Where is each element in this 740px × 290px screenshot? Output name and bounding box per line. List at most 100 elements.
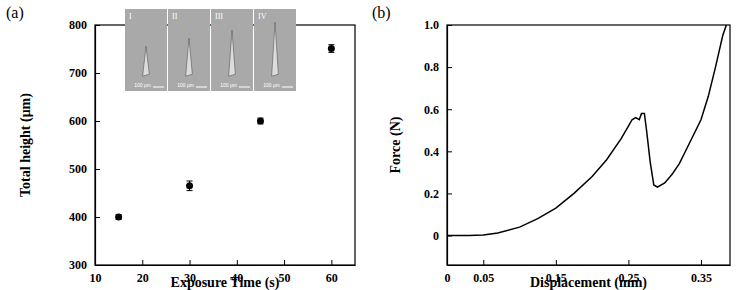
tick-mark <box>628 260 629 265</box>
tick-label: 0.05 <box>473 271 494 285</box>
y-axis-title: Total height (μm) <box>18 93 34 197</box>
tick-label: 400 <box>69 210 87 224</box>
error-bar <box>187 181 193 191</box>
error-cap <box>187 181 193 182</box>
inset-label: IV <box>258 12 267 21</box>
tick-mark <box>142 260 143 265</box>
tick: 800 <box>69 18 100 32</box>
tick-mark <box>447 193 452 194</box>
tick-label: 800 <box>69 18 87 32</box>
tick-mark <box>483 260 484 265</box>
tick-mark <box>447 67 452 68</box>
panel-title: (a) <box>6 4 24 22</box>
scale-bar-label: 100 μm <box>134 82 151 88</box>
tick-label: 0.6 <box>424 103 439 117</box>
tick-mark <box>701 260 702 265</box>
tick-label: 1.0 <box>424 18 439 32</box>
scale-bar <box>196 87 207 88</box>
x-axis-title: Displacement (mm) <box>530 275 647 290</box>
inset-specimen <box>143 46 150 76</box>
scale-bar <box>153 87 164 88</box>
inset-image: I100 μm <box>125 9 167 91</box>
inset-image: II 100 μm <box>168 9 210 91</box>
plot-area <box>447 25 726 236</box>
error-bar <box>257 118 263 124</box>
axis-line <box>448 265 731 266</box>
tick-mark <box>284 260 285 265</box>
inset-specimen <box>272 22 279 76</box>
tick-mark <box>95 265 100 266</box>
tick: 0.35 <box>691 260 712 285</box>
tick-mark <box>447 151 452 152</box>
tick-label: 0.4 <box>424 145 439 159</box>
inset-background <box>254 9 296 91</box>
tick-label: 500 <box>69 162 87 176</box>
panel: 102030405060300400500600700800I100 μmII1… <box>6 4 356 290</box>
tick: 0.4 <box>424 145 452 159</box>
tick-mark <box>331 260 332 265</box>
tick: 60 <box>326 260 338 285</box>
tick: 400 <box>69 210 100 224</box>
tick-mark <box>95 25 100 26</box>
inset-label: II <box>172 12 178 21</box>
point <box>115 214 122 221</box>
point <box>186 182 193 189</box>
tick-mark <box>95 217 100 218</box>
tick: 0.8 <box>424 60 452 74</box>
axis-line <box>95 26 96 266</box>
tick: 300 <box>69 258 100 272</box>
plot-frame <box>447 25 730 265</box>
point <box>257 118 264 125</box>
inset-background <box>211 9 253 91</box>
y-axis: 300 400 500 600 700 800 <box>69 18 100 272</box>
tick: 0.6 <box>424 103 452 117</box>
panel: 00.050.150.250.3500.20.40.60.81.0(b)Disp… <box>372 4 731 290</box>
tick-mark <box>95 121 100 122</box>
inset-image: III 100 μm <box>211 9 253 91</box>
x-axis-title: Exposure Time (s) <box>171 275 280 290</box>
tick-mark <box>237 260 238 265</box>
inset-label: III <box>215 12 223 21</box>
inset-image: IV 100 μm <box>254 9 296 91</box>
y-axis-title: Force (N) <box>388 116 404 173</box>
scale-bar-label: 100 μm <box>220 82 237 88</box>
tick: 20 <box>137 260 149 285</box>
tick-mark <box>447 109 452 110</box>
tick-label: 0.2 <box>424 187 439 201</box>
y-axis: 0 0.2 0.4 0.6 0.8 1.0 <box>424 18 452 265</box>
tick: 0.05 <box>473 260 494 285</box>
inset-background <box>168 9 210 91</box>
tick-label: 300 <box>69 258 87 272</box>
tick-mark <box>95 73 100 74</box>
tick-mark <box>556 260 557 265</box>
inset-specimen <box>186 38 193 76</box>
tick-label: 0.8 <box>424 60 439 74</box>
tick-mark <box>447 25 452 26</box>
tick-label: 700 <box>69 66 87 80</box>
tick-label: 20 <box>137 271 149 285</box>
inset-background <box>125 9 167 91</box>
tick-label: 50 <box>279 271 291 285</box>
tick: 0.2 <box>424 187 452 201</box>
tick: 500 <box>69 162 100 176</box>
panel-title: (b) <box>372 4 391 22</box>
axis-line <box>96 265 356 266</box>
error-bar <box>328 45 334 53</box>
scale-bar <box>239 87 250 88</box>
tick-label: 10 <box>90 271 102 285</box>
tick-label: 0.35 <box>691 271 712 285</box>
axis-line <box>447 26 448 266</box>
data-line <box>447 25 726 236</box>
scale-bar <box>282 87 293 88</box>
error-cap <box>187 190 193 191</box>
tick-label: 0 <box>433 229 439 243</box>
point <box>328 45 335 52</box>
tick: 600 <box>69 114 100 128</box>
scale-bar-label: 100 μm <box>177 82 194 88</box>
tick-mark <box>190 260 191 265</box>
tick: 50 <box>279 260 291 285</box>
tick-label: 60 <box>326 271 338 285</box>
tick-label: 0 <box>445 271 451 285</box>
tick: 700 <box>69 66 100 80</box>
scale-bar-label: 100 μm <box>263 82 280 88</box>
